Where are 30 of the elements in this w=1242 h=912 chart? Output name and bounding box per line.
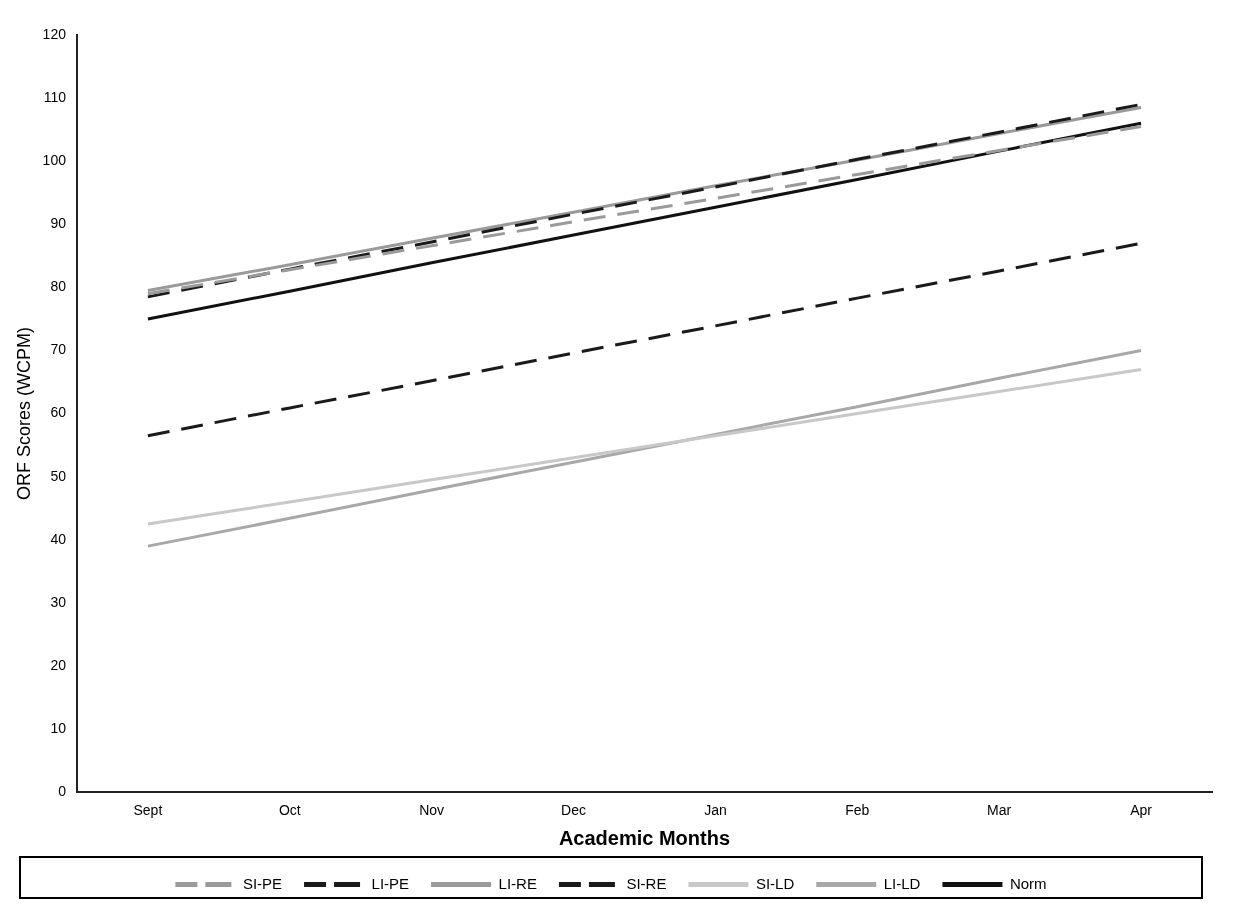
- x-axis-title: Academic Months: [558, 826, 731, 849]
- x-tick-label: Sept: [133, 802, 163, 819]
- y-tick-label: 60: [50, 404, 67, 421]
- y-tick-label: 80: [50, 278, 67, 295]
- x-tick-label: Feb: [845, 802, 870, 819]
- x-tick-label: Oct: [278, 802, 301, 819]
- y-axis-title: ORF Scores (WCPM): [13, 327, 34, 501]
- y-tick-label: 50: [50, 467, 67, 484]
- x-tick-label: Jan: [704, 802, 727, 819]
- legend-label: LI-LD: [883, 874, 921, 892]
- y-tick-label: 10: [50, 719, 67, 736]
- legend-label: SI-PE: [242, 874, 283, 892]
- y-tick-label: 30: [50, 593, 67, 610]
- y-tick-label: 90: [50, 215, 67, 232]
- x-tick-label: Dec: [561, 802, 586, 819]
- y-tick-label: 0: [58, 783, 67, 800]
- y-tick-label: 70: [50, 341, 67, 358]
- y-tick-label: 110: [43, 88, 67, 105]
- y-tick-label: 40: [50, 530, 67, 547]
- x-tick-label: Mar: [987, 802, 1012, 819]
- legend-label: LI-RE: [498, 874, 537, 892]
- legend-label: LI-PE: [371, 874, 410, 892]
- x-tick-label: Apr: [1130, 802, 1153, 819]
- y-tick-label: 120: [42, 25, 67, 42]
- y-tick-label: 20: [50, 656, 67, 673]
- legend-label: SI-RE: [626, 874, 667, 892]
- y-tick-label: 100: [42, 152, 67, 169]
- legend-label: SI-LD: [755, 874, 795, 892]
- legend-label: Norm: [1009, 874, 1047, 892]
- x-tick-label: Nov: [419, 802, 445, 819]
